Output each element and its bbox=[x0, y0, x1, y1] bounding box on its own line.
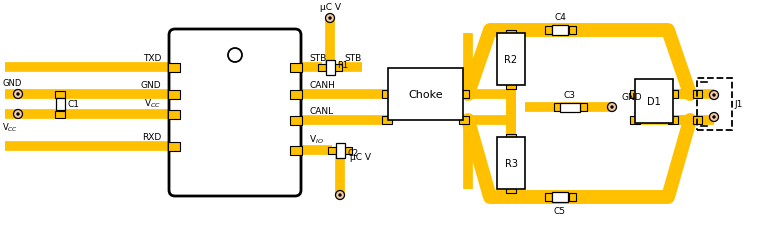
Text: CANH: CANH bbox=[309, 81, 335, 90]
Bar bbox=[630, 91, 640, 99]
Bar bbox=[326, 60, 335, 75]
Bar bbox=[318, 64, 326, 71]
Bar bbox=[290, 146, 302, 155]
Bar bbox=[328, 147, 336, 154]
Circle shape bbox=[336, 191, 345, 200]
Bar bbox=[635, 80, 673, 124]
Circle shape bbox=[326, 14, 335, 23]
Bar bbox=[497, 34, 525, 86]
Text: C5: C5 bbox=[554, 206, 566, 215]
Bar bbox=[382, 117, 392, 124]
Circle shape bbox=[338, 194, 342, 197]
Bar bbox=[55, 99, 65, 110]
Text: V$_{CC}$: V$_{CC}$ bbox=[2, 122, 18, 134]
Text: STB: STB bbox=[309, 54, 326, 63]
Bar bbox=[560, 103, 580, 112]
Bar bbox=[568, 193, 575, 201]
Bar bbox=[55, 91, 65, 98]
Bar bbox=[630, 117, 640, 124]
Text: R3: R3 bbox=[505, 158, 518, 168]
Bar bbox=[459, 91, 469, 99]
Circle shape bbox=[228, 49, 242, 63]
Bar bbox=[506, 82, 516, 89]
Bar bbox=[506, 30, 516, 37]
Circle shape bbox=[607, 103, 617, 112]
Text: D1: D1 bbox=[647, 97, 661, 106]
Bar bbox=[388, 69, 463, 120]
Text: J1: J1 bbox=[734, 100, 743, 109]
Text: μC V: μC V bbox=[319, 3, 340, 12]
Bar bbox=[554, 104, 561, 112]
Bar bbox=[168, 142, 180, 151]
Bar bbox=[459, 117, 469, 124]
Text: V$_{IO}$: V$_{IO}$ bbox=[309, 133, 324, 145]
Bar bbox=[168, 90, 180, 99]
Bar bbox=[497, 137, 525, 189]
Text: V$_{CC}$: V$_{CC}$ bbox=[144, 97, 161, 110]
Bar bbox=[290, 116, 302, 125]
Bar bbox=[506, 134, 516, 141]
Text: Choke: Choke bbox=[408, 90, 443, 99]
Circle shape bbox=[710, 91, 719, 100]
Text: C2: C2 bbox=[347, 149, 358, 158]
Text: CANL: CANL bbox=[309, 106, 333, 115]
Bar bbox=[55, 111, 65, 118]
Text: C4: C4 bbox=[554, 13, 566, 22]
Text: GND: GND bbox=[141, 81, 161, 90]
Bar bbox=[693, 91, 701, 99]
Text: C1: C1 bbox=[68, 100, 80, 109]
Bar bbox=[552, 26, 568, 36]
Bar bbox=[290, 63, 302, 72]
Bar bbox=[290, 90, 302, 99]
Bar bbox=[668, 117, 678, 124]
Text: μC V: μC V bbox=[350, 153, 371, 162]
Circle shape bbox=[328, 17, 332, 21]
FancyBboxPatch shape bbox=[169, 30, 301, 196]
Text: RXD: RXD bbox=[142, 132, 161, 141]
Bar bbox=[545, 27, 551, 35]
Circle shape bbox=[712, 116, 716, 119]
Bar bbox=[580, 104, 587, 112]
Bar bbox=[568, 27, 575, 35]
Circle shape bbox=[16, 93, 20, 96]
Circle shape bbox=[611, 106, 614, 109]
Circle shape bbox=[14, 90, 22, 99]
Text: R1: R1 bbox=[337, 61, 348, 70]
Text: C3: C3 bbox=[564, 91, 576, 99]
Bar bbox=[334, 64, 342, 71]
Bar bbox=[668, 91, 678, 99]
Bar bbox=[693, 117, 701, 124]
Bar bbox=[552, 192, 568, 202]
Bar bbox=[344, 147, 352, 154]
Circle shape bbox=[710, 113, 719, 122]
Bar bbox=[506, 186, 516, 193]
Text: GND: GND bbox=[2, 79, 22, 88]
Bar bbox=[697, 79, 732, 130]
Bar bbox=[168, 63, 180, 72]
Circle shape bbox=[14, 110, 22, 119]
Text: GND: GND bbox=[622, 93, 643, 101]
Text: TXD: TXD bbox=[143, 54, 161, 63]
Bar bbox=[382, 91, 392, 99]
Circle shape bbox=[16, 113, 20, 116]
Bar bbox=[545, 193, 551, 201]
Text: R2: R2 bbox=[505, 55, 518, 65]
Bar bbox=[168, 110, 180, 119]
Text: STB: STB bbox=[344, 54, 361, 63]
Circle shape bbox=[712, 94, 716, 97]
Bar bbox=[336, 143, 345, 158]
